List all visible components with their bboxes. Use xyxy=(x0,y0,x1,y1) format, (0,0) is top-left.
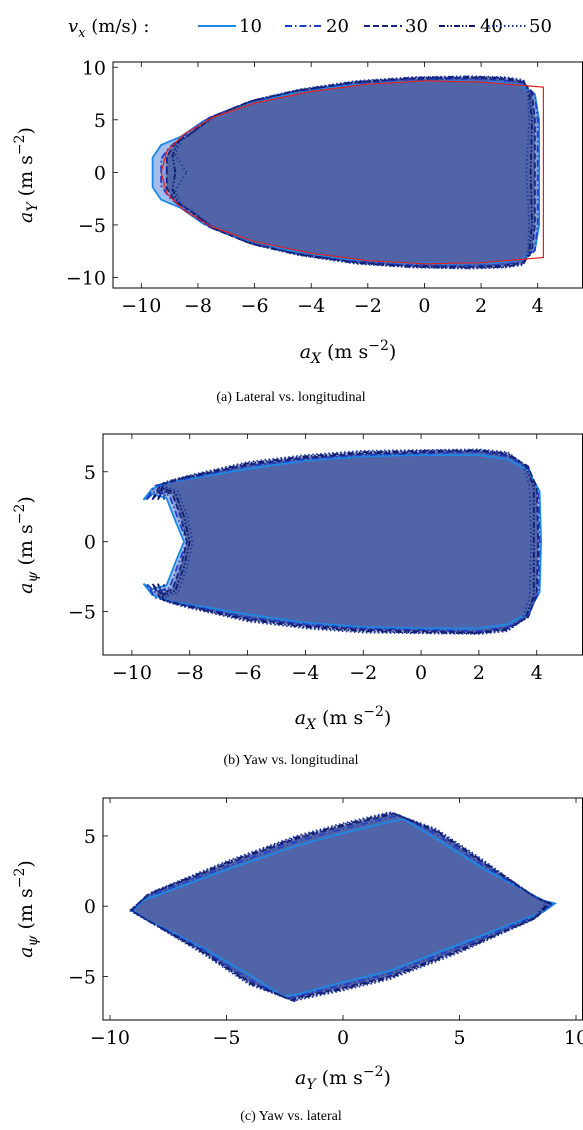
series-line-10 xyxy=(131,818,558,998)
y-axis-label: aψ (m s−2) xyxy=(12,496,41,594)
x-tick-label: −2 xyxy=(349,662,377,684)
region-fill xyxy=(131,813,551,1001)
region-fill xyxy=(166,77,535,267)
series-line-50 xyxy=(128,811,548,1003)
y-axis-label: aY (m s−2) xyxy=(12,127,41,223)
x-tick-label: −8 xyxy=(184,295,212,317)
x-tick-label: 4 xyxy=(532,295,544,317)
plot-area xyxy=(128,811,558,1003)
x-tick-label: −5 xyxy=(212,1027,240,1049)
legend: vx (m/s) : 10 20 30 40 50 xyxy=(68,16,552,41)
legend-label-30: 30 xyxy=(405,16,428,37)
legend-label-10: 10 xyxy=(239,16,262,37)
x-tick-label: 4 xyxy=(531,662,543,684)
plot-area xyxy=(151,75,544,270)
x-tick-label: −6 xyxy=(234,662,262,684)
y-tick-label: −10 xyxy=(66,267,106,289)
legend-label-20: 20 xyxy=(326,16,349,37)
y-tick-label: −5 xyxy=(68,966,96,988)
x-tick-label: −10 xyxy=(112,662,152,684)
series-line-50 xyxy=(162,448,532,635)
series-line-10 xyxy=(142,454,543,630)
panel-lateral-vs-longitudinal: −10 −8 −6 −4 −2 0 2 4 −10 −5 0 5 10 aX (m s−2) aY (m s… xyxy=(12,57,583,405)
panel-caption: (c) Yaw vs. lateral xyxy=(240,1109,342,1124)
x-axis-label: aY (m s−2) xyxy=(295,1064,391,1093)
y-tick-label: 5 xyxy=(94,110,106,132)
x-tick-label: −10 xyxy=(90,1027,130,1049)
series-line-30 xyxy=(151,449,540,634)
y-tick-label: 0 xyxy=(84,532,96,554)
series-line-20 xyxy=(145,451,541,633)
panel-yaw-vs-lateral: −10 −5 0 5 10 −5 0 5 aY (m s−2) aψ (m s−2) (c) Yaw… xyxy=(12,797,583,1124)
legend-label-40: 40 xyxy=(480,16,503,37)
x-tick-label: 2 xyxy=(475,295,487,317)
plot-area xyxy=(142,448,543,635)
y-tick-label: −5 xyxy=(78,215,106,237)
x-tick-label: −4 xyxy=(291,662,319,684)
panel-caption: (b) Yaw vs. longitudinal xyxy=(224,753,359,768)
y-tick-label: 5 xyxy=(84,826,96,848)
panel-yaw-vs-longitudinal: −10 −8 −6 −4 −2 0 2 4 −5 0 5 aX (m s−2) aψ (m s−2) (b… xyxy=(12,433,583,768)
x-axis-label: aX (m s−2) xyxy=(300,338,397,367)
x-tick-label: 0 xyxy=(415,662,427,684)
y-tick-label: 0 xyxy=(94,162,106,184)
limit-line xyxy=(160,80,544,265)
x-tick-label: −10 xyxy=(121,295,161,317)
x-axis-label: aX (m s−2) xyxy=(295,704,392,733)
legend-label-50: 50 xyxy=(529,16,552,37)
y-tick-label: 10 xyxy=(82,57,106,79)
y-tick-label: −5 xyxy=(68,602,96,624)
y-axis-label: aψ (m s−2) xyxy=(12,860,41,958)
x-tick-label: −4 xyxy=(297,295,325,317)
series-line-50 xyxy=(174,75,531,270)
panel-caption: (a) Lateral vs. longitudinal xyxy=(216,390,365,405)
series-line-30 xyxy=(165,76,536,268)
y-tick-label: 0 xyxy=(84,896,96,918)
y-tick-label: 5 xyxy=(84,462,96,484)
series-line-40 xyxy=(157,449,535,635)
series-line-40 xyxy=(171,75,533,269)
x-tick-label: 5 xyxy=(453,1027,465,1049)
x-tick-label: 0 xyxy=(418,295,430,317)
x-tick-label: −2 xyxy=(354,295,382,317)
series-line-30 xyxy=(129,812,553,1002)
x-tick-label: 2 xyxy=(473,662,485,684)
series-line-20 xyxy=(130,813,555,1000)
legend-title: vx (m/s) : xyxy=(68,16,149,41)
region-fill xyxy=(152,450,539,633)
x-tick-label: −8 xyxy=(176,662,204,684)
x-tick-label: 10 xyxy=(564,1027,583,1049)
x-tick-label: −6 xyxy=(241,295,269,317)
x-tick-label: 0 xyxy=(337,1027,349,1049)
